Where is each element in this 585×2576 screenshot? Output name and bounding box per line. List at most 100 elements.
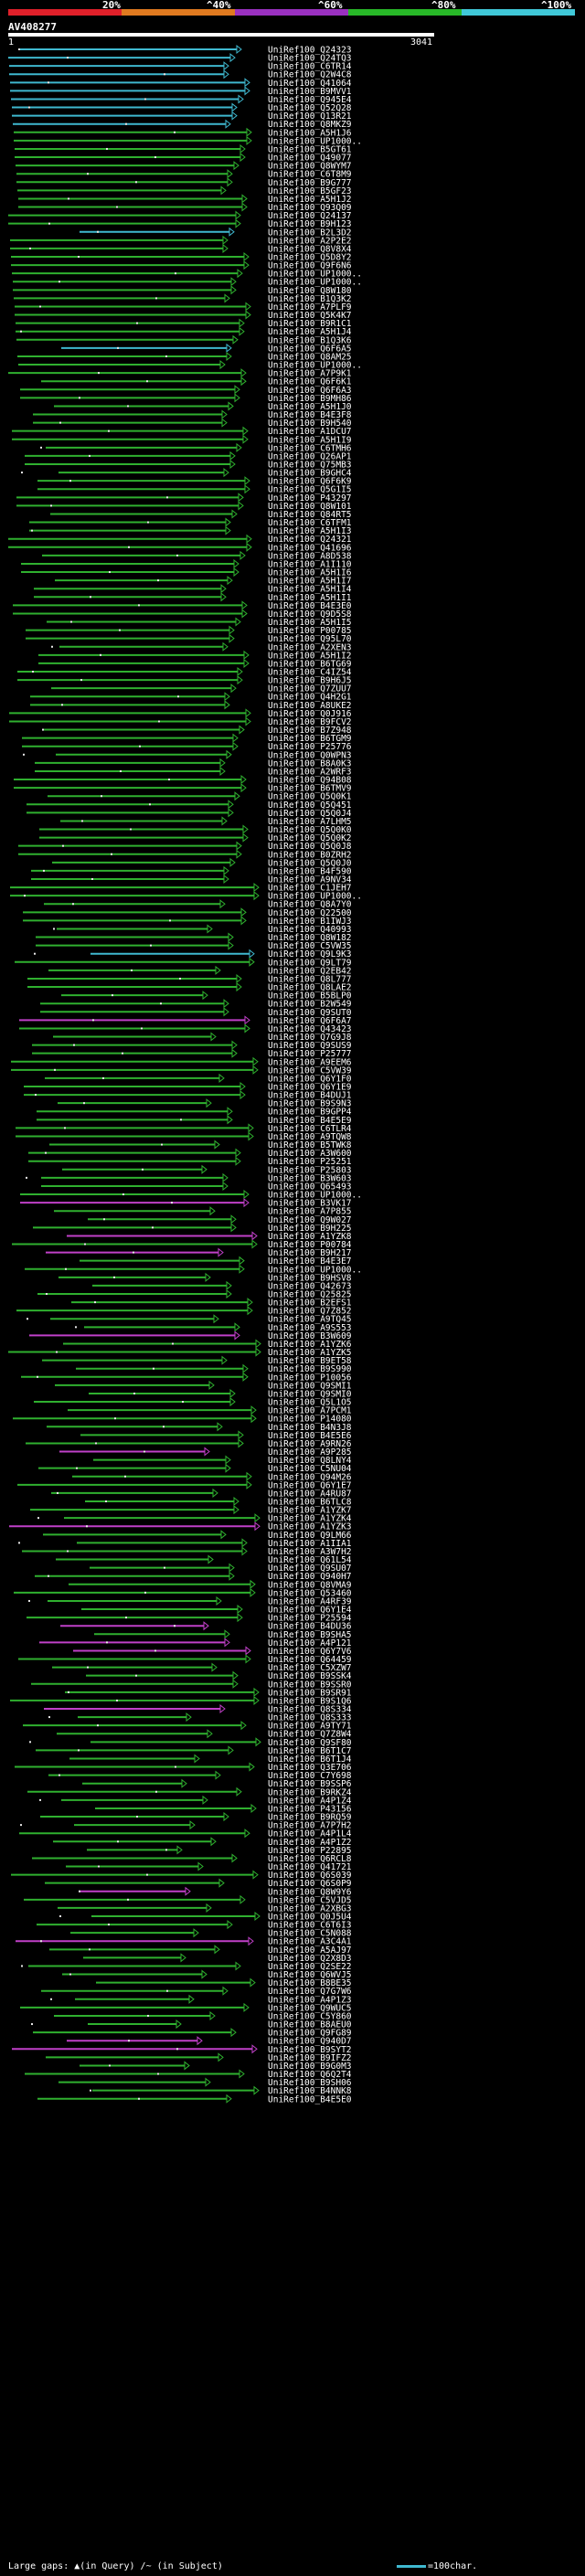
hit-label[interactable]: UniRef100_Q0J916 — [268, 709, 352, 719]
hit-label[interactable]: UniRef100_A7PCM1 — [268, 1406, 352, 1416]
hit-label[interactable]: UniRef100_B9S9N3 — [268, 1099, 352, 1109]
hit-label[interactable]: UniRef100_A4P1Z2 — [268, 1838, 352, 1848]
hit-label[interactable]: UniRef100_P22895 — [268, 1846, 352, 1856]
hit-label[interactable]: UniRef100_P00785 — [268, 626, 352, 636]
hit-label[interactable]: UniRef100_Q6S0P9 — [268, 1879, 352, 1889]
hit-label[interactable]: UniRef100_P43297 — [268, 493, 352, 504]
hit-label[interactable]: UniRef100_B4E5E6 — [268, 1431, 352, 1441]
hit-label[interactable]: UniRef100_B4NNK8 — [268, 2086, 352, 2096]
hit-label[interactable]: UniRef100_A8UKE2 — [268, 701, 352, 711]
hit-label[interactable]: UniRef100_A4P1L4 — [268, 1829, 352, 1839]
hit-label[interactable]: UniRef100_C1JEH7 — [268, 884, 352, 894]
hit-label[interactable]: UniRef100_Q41696 — [268, 543, 352, 553]
hit-label[interactable]: UniRef100_Q8L777 — [268, 974, 352, 984]
hit-label[interactable]: UniRef100_B6TG69 — [268, 659, 352, 669]
hit-label[interactable]: UniRef100_A1YZK4 — [268, 1514, 352, 1524]
hit-label[interactable]: UniRef100_B8BE35 — [268, 1978, 352, 1988]
hit-label[interactable]: UniRef100_Q25825 — [268, 1290, 352, 1300]
hit-label[interactable]: UniRef100_Q8LAE2 — [268, 983, 352, 993]
hit-label[interactable]: UniRef100_B9SSP6 — [268, 1779, 352, 1789]
hit-label[interactable]: UniRef100_Q8WYM7 — [268, 162, 352, 172]
hit-label[interactable]: UniRef100_UP1000.. — [268, 1191, 362, 1201]
hit-label[interactable]: UniRef100_A5H1J6 — [268, 128, 352, 138]
hit-label[interactable]: UniRef100_A5H1I5 — [268, 618, 352, 628]
hit-label[interactable]: UniRef100_A9NV34 — [268, 875, 352, 885]
hit-label[interactable]: UniRef100_C5Y860 — [268, 2011, 352, 2021]
hit-label[interactable]: UniRef100_Q5Q0J0 — [268, 858, 352, 868]
hit-label[interactable]: UniRef100_Q940H7 — [268, 1572, 352, 1582]
hit-label[interactable]: UniRef100_B9IFZ2 — [268, 2053, 352, 2063]
hit-label[interactable]: UniRef100_Q8S334 — [268, 1705, 352, 1715]
hit-label[interactable]: UniRef100_C5N088 — [268, 1929, 352, 1939]
hit-label[interactable]: UniRef100_Q2X8D3 — [268, 1954, 352, 1964]
hit-label[interactable]: UniRef100_Q6Q2T4 — [268, 2070, 352, 2080]
hit-label[interactable]: UniRef100_Q7Z8W4 — [268, 1730, 352, 1740]
hit-label[interactable]: UniRef100_Q41064 — [268, 79, 352, 89]
hit-label[interactable]: UniRef100_Q9SF80 — [268, 1738, 352, 1748]
hit-label[interactable]: UniRef100_B9S1Q6 — [268, 1696, 352, 1706]
hit-label[interactable]: UniRef100_C6T8M9 — [268, 170, 352, 180]
hit-label[interactable]: UniRef100_A2P2E2 — [268, 236, 352, 246]
hit-label[interactable]: UniRef100_Q6S039 — [268, 1871, 352, 1881]
hit-label[interactable]: UniRef100_Q5Q0J4 — [268, 809, 352, 819]
hit-label[interactable]: UniRef100_B4E3E0 — [268, 601, 352, 611]
hit-label[interactable]: UniRef100_B9ET58 — [268, 1356, 352, 1366]
hit-label[interactable]: UniRef100_UP1000.. — [268, 270, 362, 280]
hit-label[interactable]: UniRef100_B9SSR0 — [268, 1680, 352, 1690]
hit-label[interactable]: UniRef100_B4DU36 — [268, 1622, 352, 1632]
hit-label[interactable]: UniRef100_B6T1J4 — [268, 1754, 352, 1765]
hit-label[interactable]: UniRef100_B3W603 — [268, 1173, 352, 1183]
hit-label[interactable]: UniRef100_B8A0K3 — [268, 758, 352, 769]
hit-label[interactable]: UniRef100_C4IZ54 — [268, 668, 352, 678]
hit-label[interactable]: UniRef100_C5VW35 — [268, 941, 352, 951]
hit-label[interactable]: UniRef100_A5H1I6 — [268, 568, 352, 578]
hit-label[interactable]: UniRef100_C6TR14 — [268, 62, 352, 72]
hit-label[interactable]: UniRef100_A5H1I7 — [268, 577, 352, 587]
hit-label[interactable]: UniRef100_B9H540 — [268, 419, 352, 429]
hit-label[interactable]: UniRef100_A9TQW8 — [268, 1132, 352, 1142]
hit-label[interactable]: UniRef100_B1Q3K6 — [268, 335, 352, 345]
hit-label[interactable]: UniRef100_A9S553 — [268, 1323, 352, 1333]
hit-label[interactable]: UniRef100_Q64459 — [268, 1655, 352, 1665]
hit-label[interactable]: UniRef100_A9TQ45 — [268, 1315, 352, 1325]
hit-label[interactable]: UniRef100_B4E5E9 — [268, 1116, 352, 1126]
hit-label[interactable]: UniRef100_P25803 — [268, 1165, 352, 1175]
hit-label[interactable]: UniRef100_Q5Q0K0 — [268, 825, 352, 835]
hit-label[interactable]: UniRef100_B8AEU0 — [268, 2020, 352, 2030]
hit-label[interactable]: UniRef100_A2WRF3 — [268, 767, 352, 777]
hit-label[interactable]: UniRef100_A1YZK6 — [268, 1340, 352, 1350]
hit-label[interactable]: UniRef100_B9HSV8 — [268, 1273, 352, 1283]
hit-label[interactable]: UniRef100_Q5L1O5 — [268, 1398, 352, 1408]
hit-label[interactable]: UniRef100_Q9SU07 — [268, 1564, 352, 1574]
hit-label[interactable]: UniRef100_Q61L54 — [268, 1555, 352, 1565]
hit-label[interactable]: UniRef100_Q24323 — [268, 46, 352, 56]
hit-label[interactable]: UniRef100_Q8LNY4 — [268, 1456, 352, 1466]
hit-label[interactable]: UniRef100_Q94B08 — [268, 776, 352, 786]
hit-label[interactable]: UniRef100_C6TLR4 — [268, 1124, 352, 1134]
hit-label[interactable]: UniRef100_B9RQ59 — [268, 1813, 352, 1823]
hit-label[interactable]: UniRef100_Q3E706 — [268, 1763, 352, 1773]
hit-label[interactable]: UniRef100_Q5Q0K2 — [268, 833, 352, 843]
hit-label[interactable]: UniRef100_Q8S333 — [268, 1713, 352, 1723]
hit-label[interactable]: UniRef100_B9SHA5 — [268, 1630, 352, 1640]
hit-label[interactable]: UniRef100_B5GT61 — [268, 144, 352, 154]
hit-label[interactable]: UniRef100_Q9SUT0 — [268, 1008, 352, 1018]
hit-label[interactable]: UniRef100_Q5D8Y2 — [268, 253, 352, 263]
hit-label[interactable]: UniRef100_B4N3J8 — [268, 1423, 352, 1433]
hit-label[interactable]: UniRef100_B9H225 — [268, 1224, 352, 1234]
hit-label[interactable]: UniRef100_Q8MKZ9 — [268, 120, 352, 130]
hit-label[interactable]: UniRef100_B9SR91 — [268, 1688, 352, 1698]
hit-label[interactable]: UniRef100_C6TFM1 — [268, 518, 352, 528]
hit-label[interactable]: UniRef100_Q8VMA9 — [268, 1580, 352, 1590]
hit-label[interactable]: UniRef100_Q7Z852 — [268, 1307, 352, 1317]
hit-label[interactable]: UniRef100_Q5K4K7 — [268, 311, 352, 321]
hit-label[interactable]: UniRef100_B9GPP4 — [268, 1108, 352, 1118]
hit-label[interactable]: UniRef100_A5H1I4 — [268, 585, 352, 595]
hit-label[interactable]: UniRef100_B2W549 — [268, 1000, 352, 1010]
hit-label[interactable]: UniRef100_A4P1Z3 — [268, 1995, 352, 2005]
hit-label[interactable]: UniRef100_Q65493 — [268, 1182, 352, 1192]
hit-label[interactable]: UniRef100_B3VK17 — [268, 1199, 352, 1209]
hit-label[interactable]: UniRef100_Q7ZUU7 — [268, 684, 352, 694]
hit-label[interactable]: UniRef100_B6TGM9 — [268, 734, 352, 744]
hit-label[interactable]: UniRef100_A7P9K1 — [268, 369, 352, 379]
